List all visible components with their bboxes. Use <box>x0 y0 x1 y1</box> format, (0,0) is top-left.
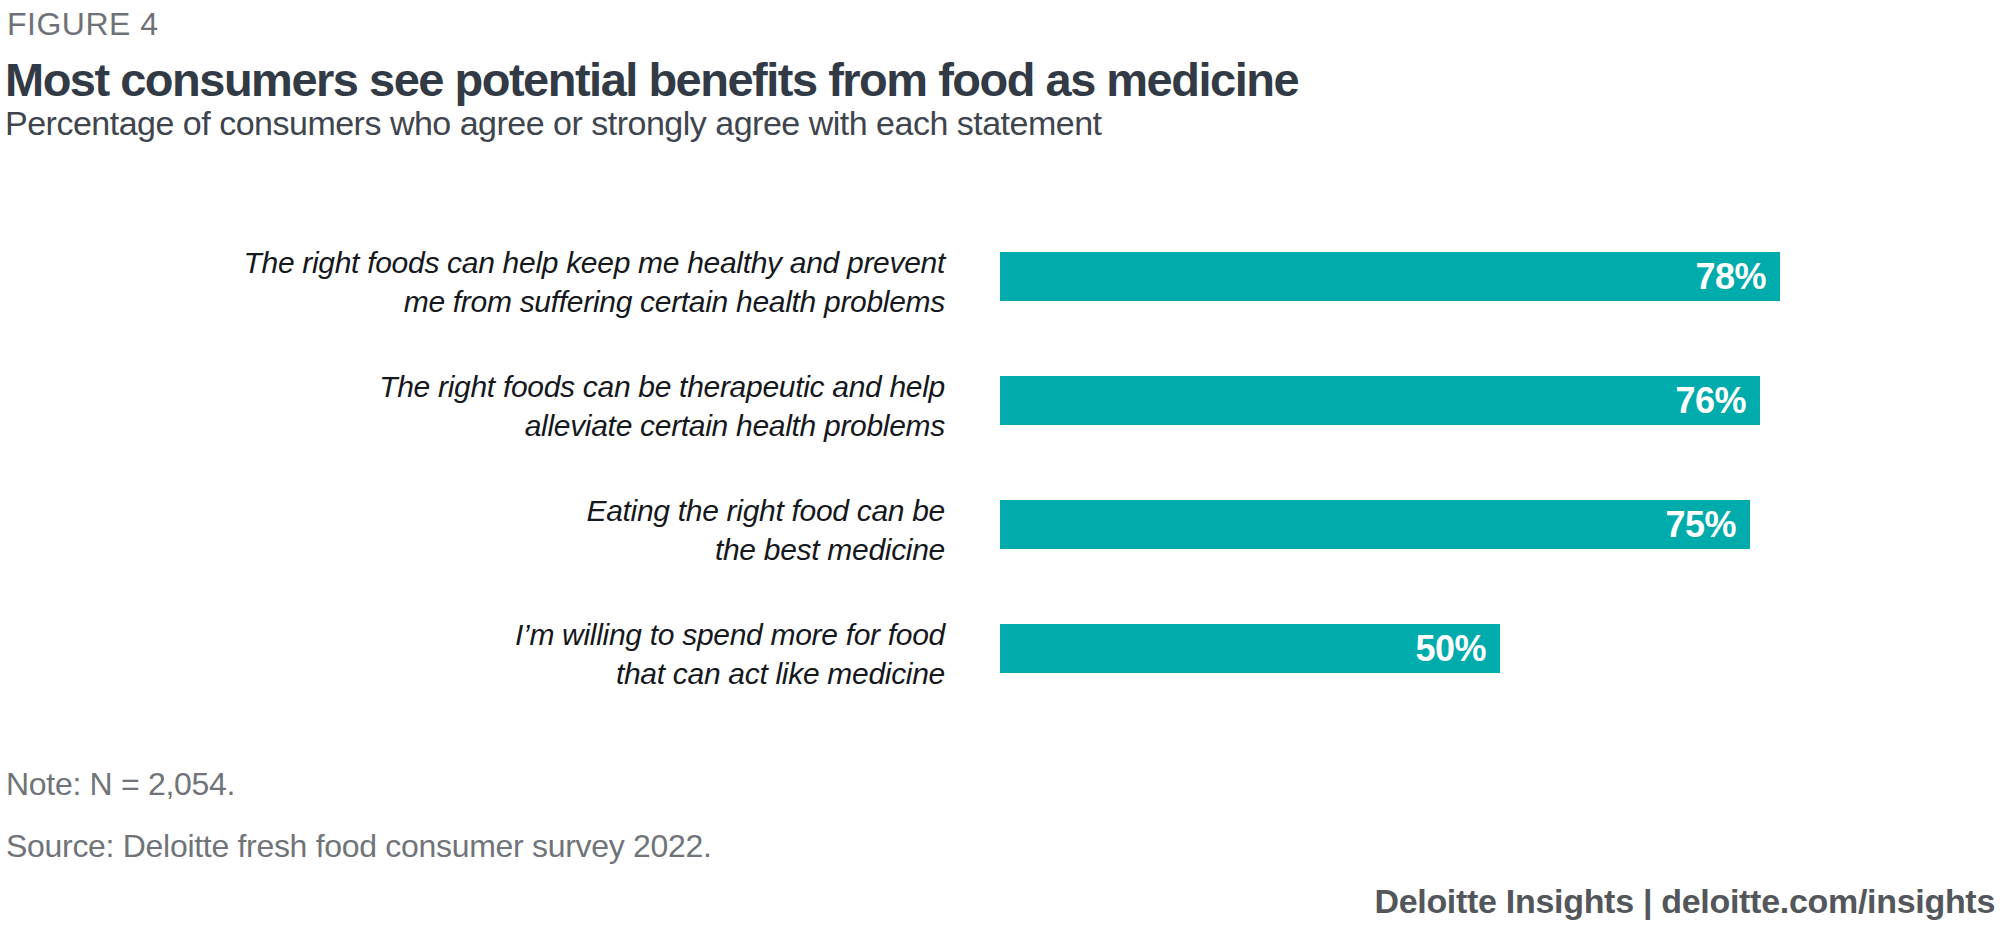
bar-value-label-1: 78% <box>1695 256 1780 298</box>
bar-track-1: 78% <box>1000 252 2000 301</box>
category-label-line: alleviate certain health problems <box>0 405 945 444</box>
bar-row-3: Eating the right food can be the best me… <box>0 500 2000 549</box>
category-label-line: I’m willing to spend more for food <box>0 614 945 653</box>
bar-value-label-3: 75% <box>1665 504 1750 546</box>
category-label-2: The right foods can be therapeutic and h… <box>0 366 945 444</box>
bar-row-1: The right foods can help keep me healthy… <box>0 252 2000 301</box>
bar-row-4: I’m willing to spend more for food that … <box>0 624 2000 673</box>
category-label-line: Eating the right food can be <box>0 490 945 529</box>
chart-source: Source: Deloitte fresh food consumer sur… <box>6 828 712 865</box>
category-label-line: me from suffering certain health problem… <box>0 281 945 320</box>
category-label-line: the best medicine <box>0 529 945 568</box>
bar-4: 50% <box>1000 624 1500 673</box>
deloitte-insights-credit: Deloitte Insights | deloitte.com/insight… <box>1374 882 1995 921</box>
bar-track-3: 75% <box>1000 500 2000 549</box>
bar-row-2: The right foods can be therapeutic and h… <box>0 376 2000 425</box>
category-label-line: that can act like medicine <box>0 653 945 692</box>
category-label-3: Eating the right food can be the best me… <box>0 490 945 568</box>
figure-page: FIGURE 4 Most consumers see potential be… <box>0 0 2000 926</box>
bar-2: 76% <box>1000 376 1760 425</box>
bar-track-4: 50% <box>1000 624 2000 673</box>
bar-1: 78% <box>1000 252 1780 301</box>
category-label-line: The right foods can be therapeutic and h… <box>0 366 945 405</box>
bar-value-label-2: 76% <box>1675 380 1760 422</box>
bar-track-2: 76% <box>1000 376 2000 425</box>
bar-value-label-4: 50% <box>1415 628 1500 670</box>
bar-3: 75% <box>1000 500 1750 549</box>
chart-note: Note: N = 2,054. <box>6 766 235 803</box>
bar-chart: The right foods can help keep me healthy… <box>0 0 2000 926</box>
category-label-4: I’m willing to spend more for food that … <box>0 614 945 692</box>
category-label-line: The right foods can help keep me healthy… <box>0 242 945 281</box>
category-label-1: The right foods can help keep me healthy… <box>0 242 945 320</box>
